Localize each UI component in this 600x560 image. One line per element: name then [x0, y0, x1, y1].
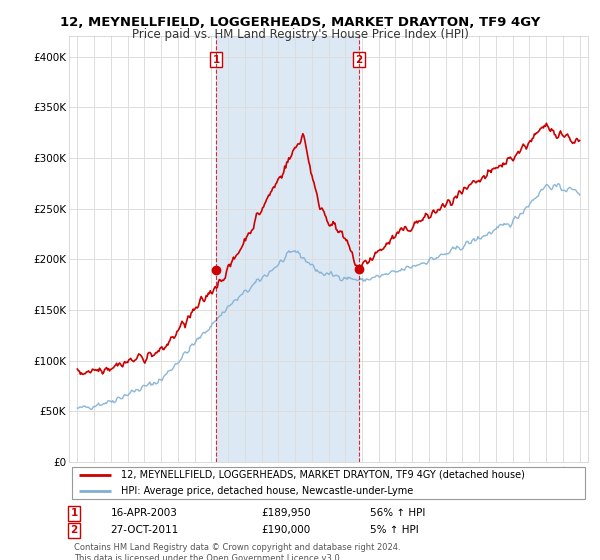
- Text: 27-OCT-2011: 27-OCT-2011: [110, 525, 179, 535]
- Text: £190,000: £190,000: [261, 525, 310, 535]
- Text: 56% ↑ HPI: 56% ↑ HPI: [370, 508, 425, 519]
- FancyBboxPatch shape: [71, 466, 586, 500]
- Text: Price paid vs. HM Land Registry's House Price Index (HPI): Price paid vs. HM Land Registry's House …: [131, 28, 469, 41]
- Text: Contains HM Land Registry data © Crown copyright and database right 2024.
This d: Contains HM Land Registry data © Crown c…: [74, 543, 401, 560]
- Text: 2: 2: [355, 55, 362, 65]
- Bar: [216, 36, 359, 462]
- Text: 12, MEYNELLFIELD, LOGGERHEADS, MARKET DRAYTON, TF9 4GY: 12, MEYNELLFIELD, LOGGERHEADS, MARKET DR…: [60, 16, 540, 29]
- Text: HPI: Average price, detached house, Newcastle-under-Lyme: HPI: Average price, detached house, Newc…: [121, 486, 413, 496]
- Text: 12, MEYNELLFIELD, LOGGERHEADS, MARKET DRAYTON, TF9 4GY (detached house): 12, MEYNELLFIELD, LOGGERHEADS, MARKET DR…: [121, 470, 525, 480]
- Text: £189,950: £189,950: [261, 508, 311, 519]
- Text: 16-APR-2003: 16-APR-2003: [110, 508, 178, 519]
- Text: 2: 2: [71, 525, 78, 535]
- Text: 1: 1: [212, 55, 220, 65]
- Text: 5% ↑ HPI: 5% ↑ HPI: [370, 525, 419, 535]
- Text: 1: 1: [71, 508, 78, 519]
